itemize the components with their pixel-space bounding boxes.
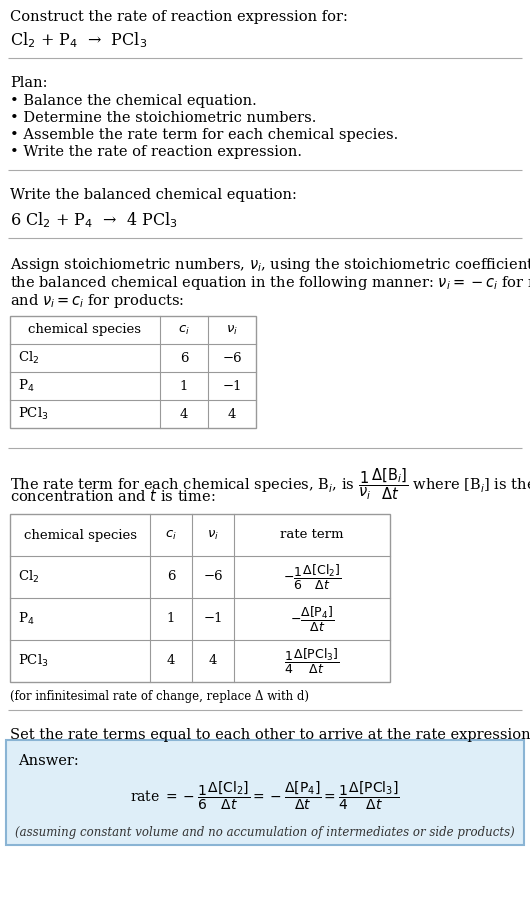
Text: 4: 4 bbox=[228, 408, 236, 420]
Text: • Balance the chemical equation.: • Balance the chemical equation. bbox=[10, 94, 257, 108]
Bar bbox=[10, 316, 256, 428]
Text: chemical species: chemical species bbox=[23, 529, 137, 541]
Text: $-\dfrac{1}{6}\dfrac{\Delta[\mathrm{Cl_2}]}{\Delta t}$: $-\dfrac{1}{6}\dfrac{\Delta[\mathrm{Cl_2… bbox=[282, 562, 341, 592]
Text: 1: 1 bbox=[180, 379, 188, 392]
Text: (for infinitesimal rate of change, replace Δ with d): (for infinitesimal rate of change, repla… bbox=[10, 690, 309, 703]
Text: the balanced chemical equation in the following manner: $\nu_i = -c_i$ for react: the balanced chemical equation in the fo… bbox=[10, 274, 530, 292]
Text: 1: 1 bbox=[167, 612, 175, 625]
Text: 4: 4 bbox=[209, 654, 217, 668]
Text: Cl$_2$ + P$_4$  →  PCl$_3$: Cl$_2$ + P$_4$ → PCl$_3$ bbox=[10, 30, 147, 50]
Text: 4: 4 bbox=[180, 408, 188, 420]
Text: −6: −6 bbox=[203, 571, 223, 583]
Text: $-\dfrac{\Delta[\mathrm{P_4}]}{\Delta t}$: $-\dfrac{\Delta[\mathrm{P_4}]}{\Delta t}… bbox=[290, 604, 334, 633]
Text: P$_4$: P$_4$ bbox=[18, 378, 34, 394]
Text: • Assemble the rate term for each chemical species.: • Assemble the rate term for each chemic… bbox=[10, 128, 398, 142]
Text: Set the rate terms equal to each other to arrive at the rate expression:: Set the rate terms equal to each other t… bbox=[10, 728, 530, 742]
Text: • Determine the stoichiometric numbers.: • Determine the stoichiometric numbers. bbox=[10, 111, 316, 125]
Text: PCl$_3$: PCl$_3$ bbox=[18, 406, 49, 422]
Text: Plan:: Plan: bbox=[10, 76, 48, 90]
Text: The rate term for each chemical species, B$_i$, is $\dfrac{1}{\nu_i}\dfrac{\Delt: The rate term for each chemical species,… bbox=[10, 466, 530, 501]
Text: Cl$_2$: Cl$_2$ bbox=[18, 569, 39, 585]
Text: P$_4$: P$_4$ bbox=[18, 611, 34, 627]
Bar bbox=[10, 514, 390, 682]
Text: PCl$_3$: PCl$_3$ bbox=[18, 653, 49, 669]
Text: 6: 6 bbox=[180, 351, 188, 365]
Text: (assuming constant volume and no accumulation of intermediates or side products): (assuming constant volume and no accumul… bbox=[15, 826, 515, 839]
Text: Write the balanced chemical equation:: Write the balanced chemical equation: bbox=[10, 188, 297, 202]
Text: −1: −1 bbox=[203, 612, 223, 625]
Text: 6 Cl$_2$ + P$_4$  →  4 PCl$_3$: 6 Cl$_2$ + P$_4$ → 4 PCl$_3$ bbox=[10, 210, 178, 229]
Text: $\dfrac{1}{4}\dfrac{\Delta[\mathrm{PCl_3}]}{\Delta t}$: $\dfrac{1}{4}\dfrac{\Delta[\mathrm{PCl_3… bbox=[284, 646, 340, 675]
Text: Construct the rate of reaction expression for:: Construct the rate of reaction expressio… bbox=[10, 10, 348, 24]
Text: $\nu_i$: $\nu_i$ bbox=[207, 529, 219, 541]
Text: Answer:: Answer: bbox=[18, 754, 79, 768]
FancyBboxPatch shape bbox=[6, 740, 524, 845]
Text: $c_i$: $c_i$ bbox=[178, 323, 190, 337]
Text: −1: −1 bbox=[222, 379, 242, 392]
Text: rate term: rate term bbox=[280, 529, 344, 541]
Text: $c_i$: $c_i$ bbox=[165, 529, 177, 541]
Text: Assign stoichiometric numbers, $\nu_i$, using the stoichiometric coefficients, $: Assign stoichiometric numbers, $\nu_i$, … bbox=[10, 256, 530, 274]
Text: Cl$_2$: Cl$_2$ bbox=[18, 350, 39, 366]
Text: and $\nu_i = c_i$ for products:: and $\nu_i = c_i$ for products: bbox=[10, 292, 184, 310]
Text: $\nu_i$: $\nu_i$ bbox=[226, 323, 238, 337]
Text: rate $= -\dfrac{1}{6}\dfrac{\Delta[\mathrm{Cl_2}]}{\Delta t} = -\dfrac{\Delta[\m: rate $= -\dfrac{1}{6}\dfrac{\Delta[\math… bbox=[130, 780, 400, 812]
Text: chemical species: chemical species bbox=[29, 323, 142, 337]
Text: • Write the rate of reaction expression.: • Write the rate of reaction expression. bbox=[10, 145, 302, 159]
Text: 6: 6 bbox=[167, 571, 175, 583]
Text: −6: −6 bbox=[222, 351, 242, 365]
Text: 4: 4 bbox=[167, 654, 175, 668]
Text: concentration and $t$ is time:: concentration and $t$ is time: bbox=[10, 488, 216, 504]
